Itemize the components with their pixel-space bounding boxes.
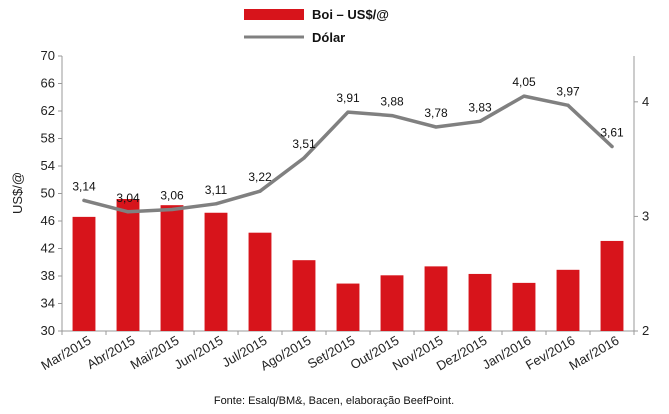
line-point: [478, 119, 482, 123]
line-point: [346, 110, 350, 114]
bar: [468, 273, 492, 331]
line-point: [434, 125, 438, 129]
bar: [72, 216, 96, 331]
line-point: [390, 113, 394, 118]
bar: [556, 269, 580, 331]
bar: [292, 260, 316, 331]
y-tick-label: 34: [41, 296, 55, 311]
y2-tick-label: 3: [642, 208, 649, 223]
y-tick-label: 62: [41, 103, 55, 118]
y-tick-label: 42: [41, 241, 55, 256]
data-label: 3,51: [292, 137, 316, 151]
bar: [204, 212, 228, 331]
legend-label-dolar: Dólar: [312, 30, 345, 45]
data-label: 3,83: [468, 100, 492, 114]
x-tick-label: Mar/2016: [566, 333, 621, 373]
line-point: [522, 94, 526, 98]
x-tick-label: Mai/2015: [128, 333, 182, 373]
data-label: 3,88: [380, 95, 404, 109]
data-label: 3,97: [556, 84, 580, 98]
data-label: 4,05: [512, 75, 536, 89]
bar: [160, 205, 184, 331]
data-label: 3,06: [160, 189, 184, 203]
data-labels: 3,14 3,04 3,06 3,11 3,22 3,51 3,91 3,88 3,78 3,83…: [72, 75, 624, 205]
data-label: 3,14: [72, 179, 96, 193]
line-point: [258, 189, 262, 193]
data-label: 3,61: [600, 126, 624, 140]
y-tick-label: 46: [41, 213, 55, 228]
x-tick-label: Set/2015: [305, 333, 358, 372]
x-tick-label: Mar/2015: [38, 333, 93, 373]
y-tick-label: 58: [41, 131, 55, 146]
bar: [116, 199, 140, 331]
bar: [380, 275, 404, 331]
data-label: 3,78: [424, 106, 448, 120]
y-tick-label: 66: [41, 76, 55, 91]
data-label: 3,04: [116, 191, 140, 205]
line-point: [302, 156, 306, 160]
y-axis-title: US$/@: [10, 172, 25, 214]
data-label: 3,91: [336, 91, 360, 105]
line-point: [170, 207, 174, 212]
y2-tick-label: 4: [642, 94, 649, 109]
line-point: [126, 210, 130, 214]
y-tick-label: 54: [41, 158, 55, 173]
y-tick-label: 30: [41, 323, 55, 338]
bar: [600, 240, 624, 331]
bar: [336, 283, 360, 331]
x-tick-label: Ago/2015: [258, 333, 314, 374]
x-tick-label: Jun/2015: [172, 333, 226, 373]
bar-series: [72, 199, 624, 331]
x-tick-label: Jan/2016: [480, 333, 534, 373]
line-series: [82, 94, 614, 214]
legend-label-boi: Boi – US$/@: [312, 7, 389, 22]
y-tick-label: 50: [41, 186, 55, 201]
x-tick-label: Abr/2015: [84, 333, 137, 372]
y-tick-label: 70: [41, 48, 55, 63]
y2-tick-label: 2: [642, 323, 649, 338]
bar: [248, 232, 272, 331]
data-label: 3,11: [205, 183, 228, 197]
x-tick-label: Dez/2015: [434, 333, 490, 374]
line-point: [610, 144, 614, 149]
legend-swatch-boi: [244, 9, 304, 20]
source-note: Fonte: Esalq/BM&, Bacen, elaboração Beef…: [214, 395, 454, 407]
y-tick-label: 38: [41, 268, 55, 283]
line-point: [214, 202, 218, 206]
legend: Boi – US$/@ Dólar: [244, 7, 389, 45]
bar: [512, 282, 536, 331]
data-label: 3,22: [248, 170, 272, 184]
line-point: [82, 198, 86, 202]
line-point: [566, 103, 570, 107]
bar: [424, 266, 448, 331]
